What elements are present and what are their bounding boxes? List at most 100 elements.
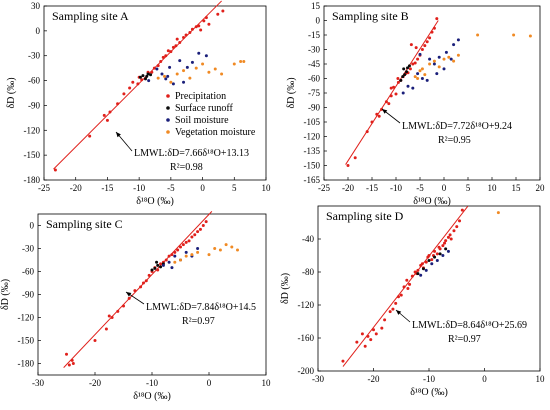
lmwl-r-squared: R²=0.95	[438, 135, 471, 146]
soil-moisture-point	[155, 67, 159, 71]
precipitation-point	[199, 28, 203, 32]
precipitation-point	[178, 40, 182, 44]
surface-runoff-point	[159, 265, 163, 269]
soil-moisture-point	[170, 266, 174, 270]
surface-runoff-point	[149, 73, 153, 77]
x-tick-label: -15	[101, 183, 113, 193]
precipitation-point	[408, 67, 412, 71]
precipitation-point	[392, 85, 396, 89]
x-tick-label: 5	[232, 183, 237, 193]
vegetation-moisture-series	[496, 211, 500, 215]
chart-panel-4: -30 -20 -10 0 10 -40 -80 -120 -160 -200 δ¹⁸O (‰) δD…	[280, 205, 545, 398]
soil-moisture-point	[444, 50, 448, 54]
soil-moisture-point	[178, 59, 182, 63]
precipitation-point	[71, 362, 75, 365]
precipitation-point	[187, 239, 191, 243]
lmwl-r-squared: R²=0.97	[182, 316, 215, 327]
vegetation-moisture-point	[437, 65, 441, 69]
precipitation-point	[105, 118, 109, 122]
surface-runoff-legend-label: Surface runoff	[175, 103, 234, 114]
precipitation-point	[424, 260, 428, 264]
vegetation-moisture-point	[169, 80, 173, 84]
precipitation-point	[425, 40, 429, 44]
precipitation-point	[127, 296, 131, 300]
surface-runoff-point	[444, 247, 448, 251]
precipitation-point	[182, 35, 186, 39]
x-tick-label: 10	[262, 378, 272, 388]
precipitation-point	[53, 168, 57, 172]
vegetation-moisture-point	[242, 60, 246, 64]
y-axis-title: δD (‰)	[280, 273, 291, 304]
vegetation-moisture-series	[173, 243, 239, 264]
vegetation-moisture-point	[175, 72, 179, 76]
precipitation-point	[413, 61, 417, 65]
surface-runoff-point	[399, 78, 403, 82]
precipitation-legend-label: Precipitation	[175, 91, 226, 102]
precipitation-point	[174, 44, 178, 48]
soil-moisture-point	[401, 91, 405, 95]
precipitation-point	[169, 50, 173, 54]
soil-moisture-point	[190, 60, 194, 64]
precipitation-point	[197, 24, 201, 28]
precipitation-point	[452, 229, 456, 233]
precipitation-point	[377, 114, 381, 118]
surface-runoff-point	[141, 74, 145, 78]
x-tick-label: -25	[318, 183, 330, 193]
vegetation-moisture-point	[182, 69, 186, 73]
x-tick-label: -25	[38, 183, 50, 193]
soil-moisture-point	[428, 57, 432, 61]
precipitation-point	[166, 49, 170, 53]
precipitation-point	[179, 245, 182, 249]
precipitation-point	[402, 285, 406, 289]
precipitation-point	[408, 282, 412, 286]
y-tick-label: -40	[302, 234, 314, 244]
soil-moisture-point	[182, 80, 186, 84]
precipitation-point	[435, 17, 439, 21]
soil-moisture-point	[161, 263, 165, 267]
surface-runoff-series	[150, 260, 165, 272]
precipitation-point	[380, 107, 384, 111]
soil-moisture-point	[171, 82, 175, 86]
precipitation-point	[65, 352, 68, 356]
x-axis-title: δ¹⁸O (‰)	[136, 196, 174, 207]
precipitation-point	[369, 338, 373, 342]
precipitation-point	[380, 326, 384, 330]
vegetation-moisture-point	[196, 250, 200, 254]
vegetation-moisture-point	[456, 53, 460, 57]
y-tick-label: -105	[304, 117, 321, 127]
surface-runoff-point	[145, 74, 149, 78]
precipitation-point	[221, 9, 225, 13]
vegetation-moisture-point	[447, 55, 451, 59]
precipitation-point	[443, 241, 447, 245]
precipitation-point	[173, 250, 177, 254]
x-tick-label: -20	[342, 183, 354, 193]
surface-runoff-point	[433, 255, 437, 259]
precipitation-point	[184, 240, 188, 244]
precipitation-legend-marker	[166, 94, 170, 98]
precipitation-point	[133, 289, 137, 293]
vegetation-moisture-point	[173, 260, 177, 264]
precipitation-point	[396, 295, 400, 299]
precipitation-point	[198, 227, 202, 231]
soil-moisture-point	[442, 67, 446, 71]
precipitation-series	[341, 208, 464, 363]
y-tick-label: -150	[24, 150, 41, 160]
x-tick-label: -10	[146, 378, 158, 388]
precipitation-point	[428, 36, 432, 40]
precipitation-point	[365, 130, 369, 134]
precipitation-point	[190, 27, 194, 31]
soil-moisture-point	[147, 79, 151, 83]
lmwl-equation: LMWL:δD=7.84δ¹⁸O+14.5	[146, 302, 256, 313]
y-tick-label: -120	[18, 313, 35, 323]
annotation-arrow-head	[396, 310, 402, 315]
y-tick-label: -15	[308, 30, 320, 40]
surface-runoff-point	[146, 72, 150, 76]
vegetation-moisture-point	[239, 60, 243, 64]
precipitation-point	[136, 82, 140, 86]
vegetation-moisture-point	[218, 248, 222, 252]
surface-runoff-series	[399, 64, 411, 82]
surface-runoff-point	[406, 66, 410, 70]
precipitation-point	[391, 307, 395, 311]
vegetation-moisture-point	[442, 57, 446, 61]
y-tick-label: -30	[308, 45, 320, 55]
